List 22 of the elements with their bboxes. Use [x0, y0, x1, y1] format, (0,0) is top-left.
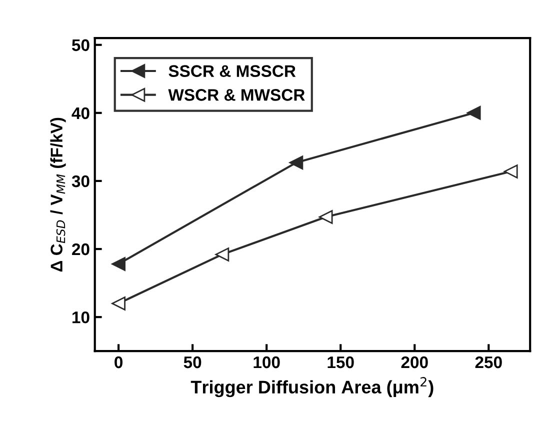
point [289, 156, 304, 170]
point [318, 210, 333, 224]
y-tick-label: 30 [72, 175, 90, 188]
y-tick-label: 40 [72, 107, 90, 120]
x-tick-label: 0 [114, 356, 122, 368]
x-tick-label: 100 [254, 356, 280, 368]
x-tick-label: 200 [401, 356, 428, 368]
y-tick-label: 10 [72, 311, 90, 324]
x-axis-title: Trigger Diffusion Area (μm$^{2}$) [190, 377, 434, 398]
point [215, 248, 230, 262]
point [112, 296, 126, 310]
legend-label: WSCR & MWSCR [168, 89, 305, 101]
point [466, 106, 481, 120]
x-tick-label: 150 [328, 356, 354, 368]
point [112, 257, 126, 271]
y-tick-label: 20 [72, 243, 90, 256]
legend-label: SSCR & MSSCR [168, 65, 296, 77]
y-tick-label: 50 [72, 39, 90, 52]
point [504, 164, 518, 178]
x-tick-label: 50 [184, 356, 202, 368]
y-axis-title: Δ C$_{ESD}$ / V$_{MM}$ (fF/kV) [50, 118, 66, 272]
x-tick-label: 250 [475, 356, 502, 368]
